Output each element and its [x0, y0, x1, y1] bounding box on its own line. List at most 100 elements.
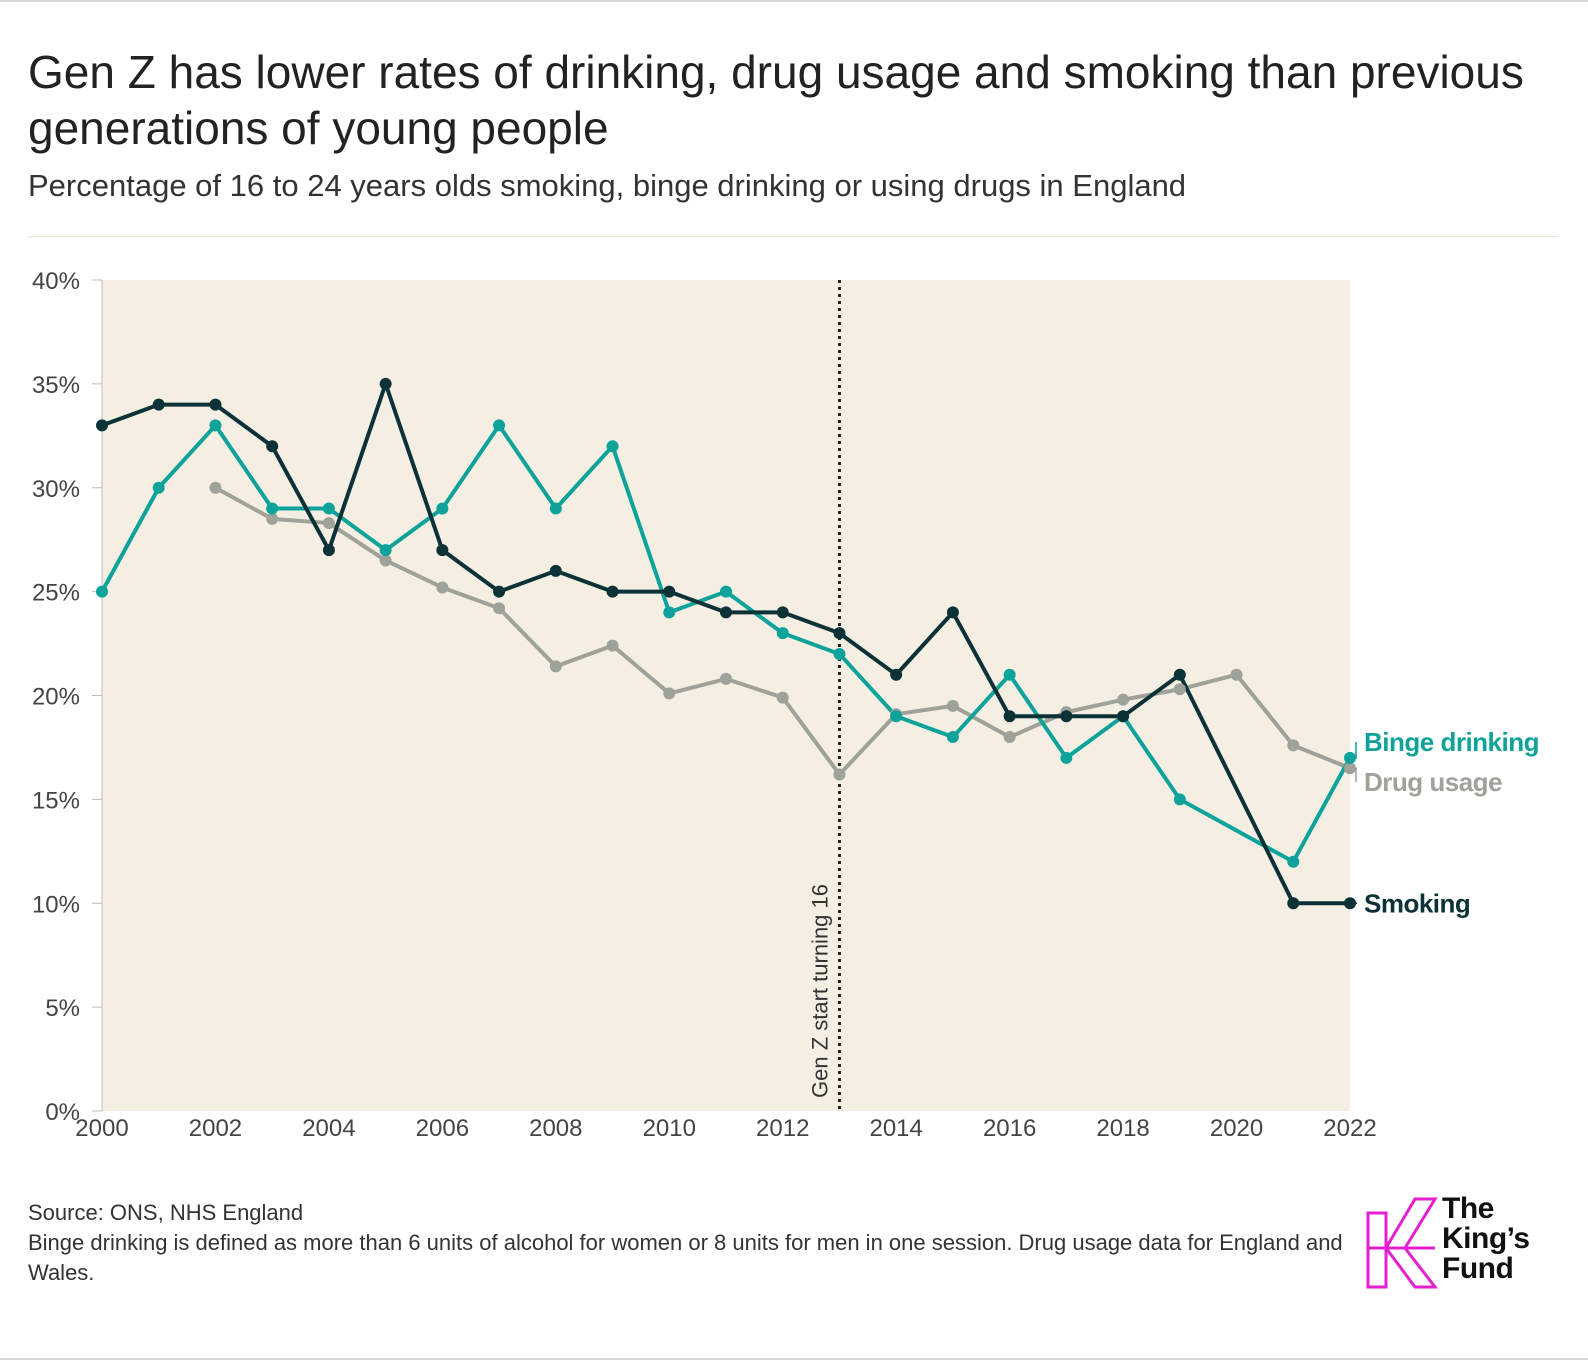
bottom-border — [0, 1358, 1588, 1360]
data-point-drug-usage — [1173, 683, 1186, 696]
data-point-drug-usage — [606, 639, 619, 652]
y-tick-label: 5% — [45, 995, 80, 1022]
data-point-drug-usage — [379, 554, 392, 567]
series-line-smoking — [100, 381, 1352, 906]
x-tick-label: 2018 — [1096, 1115, 1149, 1142]
data-point-smoking — [606, 585, 619, 598]
x-tick-label: 2002 — [189, 1115, 242, 1142]
data-point-drug-usage — [1287, 739, 1300, 752]
data-point-smoking — [1344, 897, 1356, 910]
source-note: Source: ONS, NHS England — [28, 1200, 304, 1225]
x-tick-label: 2022 — [1323, 1115, 1376, 1142]
logo-k-shape — [1384, 1197, 1439, 1289]
data-point-binge-drinking — [1173, 793, 1186, 806]
chart-subtitle: Percentage of 16 to 24 years olds smokin… — [28, 168, 1187, 203]
x-tick-label: 2012 — [756, 1115, 809, 1142]
data-point-binge-drinking — [152, 481, 165, 494]
data-point-binge-drinking — [1003, 668, 1016, 681]
y-tick-label: 35% — [32, 372, 80, 399]
y-tick-label: 20% — [32, 684, 80, 711]
data-point-binge-drinking — [96, 585, 108, 598]
data-point-smoking — [946, 606, 959, 619]
data-point-smoking — [720, 606, 732, 619]
header-divider — [28, 236, 1558, 237]
data-point-binge-drinking — [833, 647, 846, 660]
x-tick-label: 2014 — [869, 1115, 922, 1142]
data-point-smoking — [1287, 897, 1300, 910]
data-point-smoking — [890, 668, 903, 681]
series-leader-binge-drinking — [1355, 741, 1357, 759]
data-point-drug-usage — [776, 691, 789, 704]
data-point-binge-drinking — [720, 585, 732, 598]
data-point-smoking — [266, 440, 279, 453]
data-point-smoking — [776, 606, 789, 619]
data-point-drug-usage — [1230, 668, 1243, 681]
data-point-drug-usage — [663, 687, 676, 700]
data-point-drug-usage — [549, 660, 562, 673]
y-tick-label: 30% — [32, 476, 80, 503]
series-label-smoking: Smoking — [1364, 888, 1470, 918]
data-point-drug-usage — [209, 481, 222, 494]
data-point-smoking — [379, 377, 392, 390]
y-tick-label: 15% — [32, 787, 80, 814]
data-point-binge-drinking — [493, 419, 506, 432]
data-point-drug-usage — [1117, 693, 1130, 706]
data-point-drug-usage — [1003, 731, 1016, 744]
data-point-binge-drinking — [890, 710, 903, 723]
data-point-smoking — [549, 564, 562, 577]
data-point-smoking — [1173, 668, 1186, 681]
logo-word-kings: King’s — [1442, 1222, 1530, 1255]
y-tick-label: 25% — [32, 580, 80, 607]
data-point-smoking — [1003, 710, 1016, 723]
data-point-smoking — [493, 585, 506, 598]
logo-wordmark: The King’s Fund — [1442, 1194, 1530, 1284]
x-tick-label: 2006 — [416, 1115, 469, 1142]
data-point-binge-drinking — [209, 419, 222, 432]
data-point-drug-usage — [946, 699, 959, 712]
definition-note: Binge drinking is defined as more than 6… — [28, 1230, 1343, 1285]
line-chart: 0% 5% 10% 15% 20% 25% 30% 35% 40% 2000 2002 2004 20… — [32, 268, 1540, 1142]
data-point-binge-drinking — [946, 731, 959, 744]
data-point-binge-drinking — [1344, 751, 1356, 764]
plot-area — [102, 280, 1350, 1111]
y-tick-label: 0% — [45, 1099, 80, 1126]
data-point-drug-usage — [1344, 762, 1356, 775]
data-point-drug-usage — [833, 768, 846, 781]
data-point-smoking — [322, 544, 335, 557]
data-point-smoking — [436, 544, 449, 557]
data-point-drug-usage — [720, 672, 732, 685]
data-point-binge-drinking — [322, 502, 335, 515]
kings-fund-logo — [1366, 1197, 1439, 1289]
data-point-binge-drinking — [1287, 855, 1300, 868]
data-point-binge-drinking — [436, 502, 449, 515]
y-tick-label: 10% — [32, 891, 80, 918]
series-label-binge-drinking: Binge drinking — [1364, 727, 1539, 757]
data-point-smoking — [209, 398, 222, 411]
data-point-binge-drinking — [549, 502, 562, 515]
x-tick-label: 2016 — [983, 1115, 1036, 1142]
logo-bar-shape — [1366, 1211, 1388, 1289]
data-point-binge-drinking — [1060, 751, 1073, 764]
data-point-smoking — [152, 398, 165, 411]
data-point-binge-drinking — [379, 544, 392, 557]
data-point-drug-usage — [493, 602, 506, 615]
gen-z-marker-label: Gen Z start turning 16 — [807, 884, 832, 1098]
data-point-binge-drinking — [663, 606, 676, 619]
x-tick-label: 2008 — [529, 1115, 582, 1142]
x-tick-label: 2020 — [1210, 1115, 1263, 1142]
logo-word-the: The — [1442, 1192, 1494, 1225]
data-point-smoking — [96, 419, 108, 432]
data-point-binge-drinking — [606, 440, 619, 453]
data-point-smoking — [1060, 710, 1073, 723]
x-tick-label: 2000 — [75, 1115, 128, 1142]
data-point-drug-usage — [322, 517, 335, 530]
data-point-smoking — [833, 627, 846, 640]
data-point-drug-usage — [266, 512, 279, 525]
x-tick-label: 2004 — [302, 1115, 355, 1142]
data-point-smoking — [663, 585, 676, 598]
logo-word-fund: Fund — [1442, 1252, 1514, 1285]
series-label-drug-usage: Drug usage — [1364, 767, 1502, 797]
x-tick-label: 2010 — [643, 1115, 696, 1142]
series-leader-drug-usage — [1355, 767, 1357, 782]
top-border — [0, 0, 1588, 2]
